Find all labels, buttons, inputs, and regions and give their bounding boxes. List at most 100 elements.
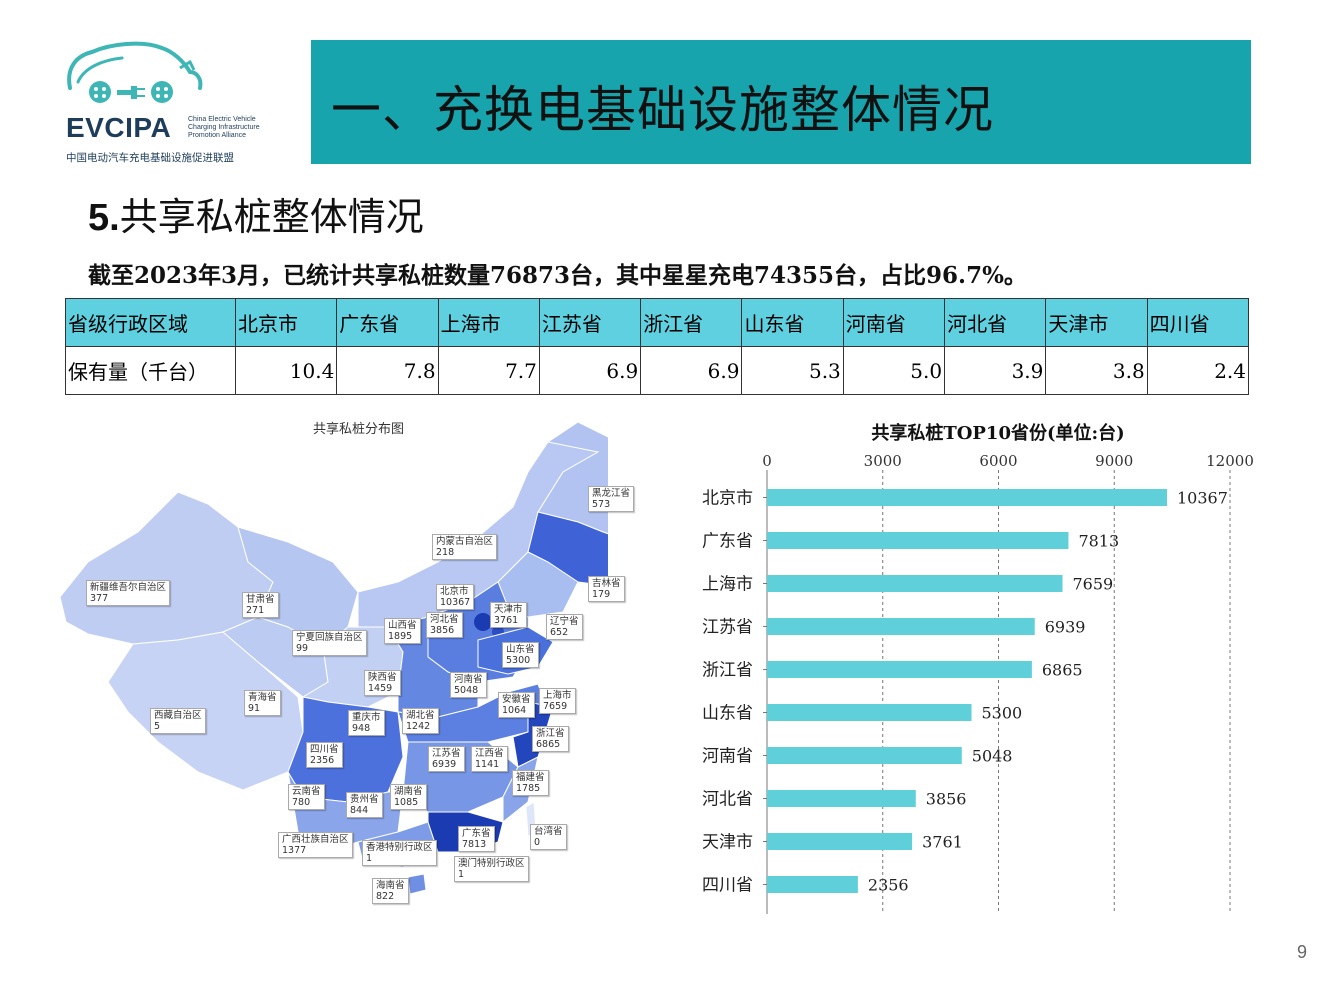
map-label: 山西省 1895 (384, 618, 421, 644)
table-cell: 2.4 (1146, 346, 1250, 395)
bar (767, 575, 1063, 592)
table-header-cell: 北京市 (234, 298, 338, 347)
data-label: 6939 (1045, 618, 1086, 637)
table-header-cell: 省级行政区域 (65, 298, 236, 347)
category-label: 浙江省 (702, 661, 753, 681)
data-label: 5048 (972, 747, 1013, 766)
map-label: 西藏自治区 5 (150, 708, 206, 734)
table-header-cell: 河南省 (842, 298, 946, 347)
map-label: 吉林省 179 (588, 576, 625, 602)
map-label: 新疆维吾尔自治区 377 (86, 580, 171, 606)
x-tick-label: 6000 (979, 452, 1017, 470)
table-cell: 3.8 (1045, 346, 1148, 395)
table-cell: 10.4 (234, 346, 338, 395)
category-label: 山东省 (702, 704, 753, 724)
map-label: 广东省 7813 (458, 826, 495, 852)
bar (767, 833, 913, 850)
map-label: 江西省 1141 (471, 746, 508, 772)
page-title: 一、充换电基础设施整体情况 (331, 81, 994, 139)
map-label: 浙江省 6865 (532, 726, 569, 752)
map-label: 宁夏回族自治区 99 (292, 630, 367, 656)
section-title: 5.共享私桩整体情况 (88, 186, 424, 241)
map-label: 北京市 10367 (436, 584, 475, 610)
data-label: 3856 (926, 790, 967, 809)
china-distribution-map: 共享私桩分布图 黑龙江省 573 内蒙古自治区 218 吉林省 179 新疆维吾尔自治… (58, 412, 635, 922)
logo-english-name: China Electric Vehicle Charging Infrastr… (188, 116, 260, 139)
map-label: 云南省 780 (288, 784, 325, 810)
category-label: 广东省 (702, 532, 753, 552)
map-label: 澳门特别行政区 1 (454, 856, 529, 882)
map-label: 湖南省 1085 (390, 784, 427, 810)
data-label: 7813 (1078, 532, 1119, 551)
map-label: 内蒙古自治区 218 (432, 534, 498, 560)
data-label: 6865 (1042, 661, 1083, 680)
map-label: 陕西省 1459 (364, 670, 401, 696)
province-table: 省级行政区域 北京市 广东省 上海市 江苏省 浙江省 山东省 河南省 河北省 天… (65, 298, 1250, 395)
chart-title: 共享私桩TOP10省份(单位:台) (871, 422, 1124, 444)
x-tick-label: 0 (762, 452, 772, 470)
data-label: 2356 (868, 876, 909, 895)
table-header-cell: 上海市 (437, 298, 540, 347)
map-label: 河南省 5048 (450, 672, 487, 698)
map-label: 黑龙江省 573 (588, 486, 635, 512)
table-header-cell: 江苏省 (538, 298, 642, 347)
category-label: 天津市 (702, 833, 753, 853)
table-header-cell: 浙江省 (640, 298, 743, 347)
bar (767, 532, 1069, 549)
map-label: 江苏省 6939 (428, 746, 465, 772)
summary-text: 截至2023年3月，已统计共享私桩数量76873台，其中星星充电74355台，占… (88, 262, 1027, 289)
map-label: 福建省 1785 (512, 770, 549, 796)
data-label: 10367 (1177, 489, 1228, 508)
map-label: 重庆市 948 (348, 710, 385, 736)
map-label: 辽宁省 652 (546, 614, 583, 640)
category-label: 北京市 (702, 489, 753, 509)
bar (767, 790, 916, 807)
bar (767, 661, 1032, 678)
map-label: 香港特别行政区 1 (362, 840, 437, 866)
map-label: 甘肃省 271 (242, 592, 279, 618)
section-number: 5. (88, 197, 120, 239)
map-label: 河北省 3856 (426, 612, 463, 638)
table-header-cell: 四川省 (1146, 298, 1250, 347)
category-label: 上海市 (702, 575, 753, 595)
section-title-text: 共享私桩整体情况 (119, 195, 424, 239)
table-header-row: 省级行政区域 北京市 广东省 上海市 江苏省 浙江省 山东省 河南省 河北省 天… (65, 298, 1250, 347)
category-label: 江苏省 (702, 618, 753, 638)
bar (767, 489, 1167, 506)
logo-wordmark: EVCIPA (66, 112, 172, 143)
map-label: 海南省 822 (372, 878, 409, 904)
table-row-label: 保有量（千台） (65, 346, 236, 395)
bar (767, 704, 972, 721)
header-banner: 一、充换电基础设施整体情况 (311, 40, 1251, 164)
table-cell: 7.8 (336, 346, 439, 395)
bar (767, 618, 1035, 635)
map-label: 台湾省 0 (530, 824, 567, 850)
map-label: 青海省 91 (244, 690, 281, 716)
category-label: 河北省 (702, 790, 753, 810)
bar (767, 747, 962, 764)
car-plug-icon (67, 41, 203, 103)
page-number: 9 (1296, 942, 1307, 962)
x-tick-label: 3000 (864, 452, 902, 470)
data-label: 7659 (1073, 575, 1114, 594)
table-cell: 5.3 (741, 346, 844, 395)
map-label: 贵州省 844 (346, 792, 383, 818)
table-header-cell: 山东省 (741, 298, 844, 347)
table-header-cell: 广东省 (336, 298, 439, 347)
map-label: 安徽省 1064 (498, 692, 535, 718)
x-tick-label: 12000 (1206, 452, 1254, 470)
map-title: 共享私桩分布图 (313, 422, 405, 437)
table-header-cell: 天津市 (1045, 298, 1148, 347)
table-cell: 3.9 (944, 346, 1047, 395)
table-header-cell: 河北省 (944, 298, 1047, 347)
top10-bar-chart: 共享私桩TOP10省份(单位:台) 0 3000 6000 9000 12000 北京市 1… (690, 418, 1290, 918)
data-label: 3761 (922, 833, 963, 852)
x-tick-label: 9000 (1095, 452, 1133, 470)
map-label: 天津市 3761 (490, 602, 527, 628)
category-label: 四川省 (702, 876, 753, 896)
table-cell: 5.0 (842, 346, 946, 395)
table-cell: 6.9 (640, 346, 743, 395)
logo-chinese-name: 中国电动汽车充电基础设施促进联盟 (66, 152, 234, 164)
map-label: 山东省 5300 (502, 642, 539, 668)
table-cell: 6.9 (538, 346, 642, 395)
